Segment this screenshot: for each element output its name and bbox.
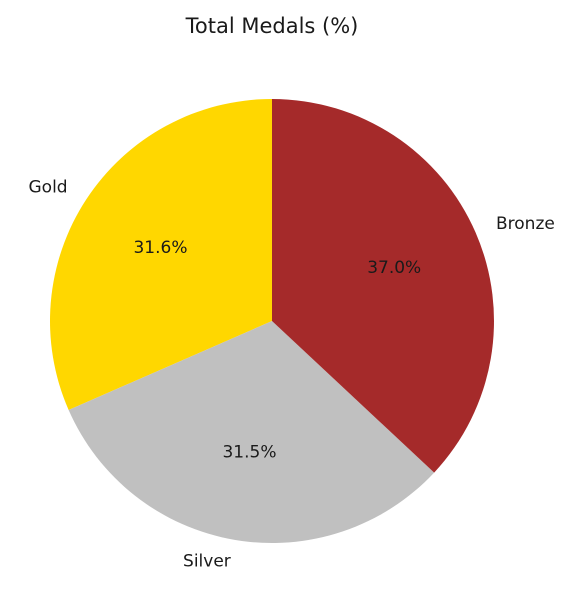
chart-title: Total Medals (%): [185, 14, 359, 38]
slice-label-bronze: Bronze: [496, 214, 555, 234]
slice-label-gold: Gold: [29, 177, 68, 197]
slice-percent-gold: 31.6%: [133, 238, 187, 258]
slice-percent-bronze: 37.0%: [367, 258, 421, 278]
slice-percent-silver: 31.5%: [222, 442, 276, 462]
slice-label-silver: Silver: [183, 552, 231, 572]
